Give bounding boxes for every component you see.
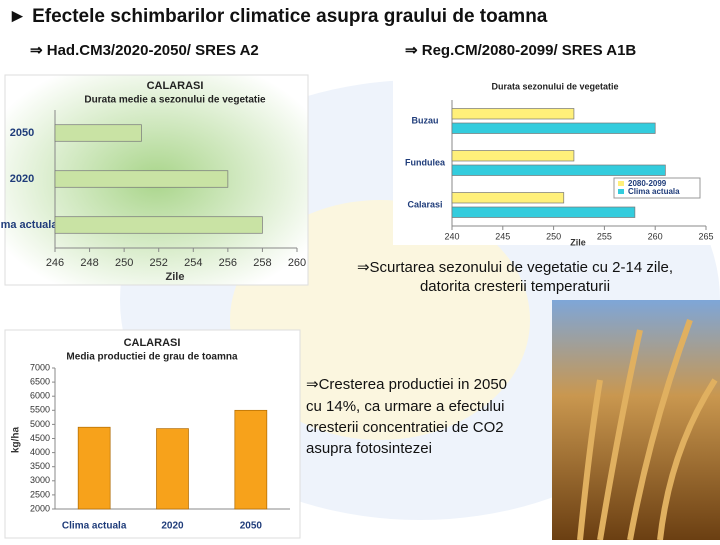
legend-swatch: [618, 181, 624, 186]
note: cu 14%, ca urmare a efectului: [306, 398, 504, 415]
bar: [451, 192, 565, 204]
bar: [451, 164, 666, 176]
x-tick-label: 260: [288, 257, 306, 269]
y-tick-label: 2500: [30, 489, 50, 499]
note: ⇒Cresterea productiei in 2050: [306, 376, 507, 393]
x-axis-label: Zile: [570, 237, 586, 247]
note: cresterii concentratiei de CO2: [306, 419, 504, 436]
wheat-photo: [552, 300, 720, 541]
y-tick-label: 5500: [30, 405, 50, 415]
x-tick-label: 250: [115, 257, 133, 269]
legend-swatch: [618, 189, 624, 194]
category-label: Clima actuala: [62, 521, 127, 532]
chart-subtitle: Media productiei de grau de toamna: [66, 352, 238, 363]
heading: ⇒ Had.CM3/2020-2050/ SRES A2: [30, 42, 259, 59]
x-tick-label: 258: [253, 257, 271, 269]
x-tick-label: 256: [219, 257, 237, 269]
y-tick-label: 6500: [30, 376, 50, 386]
y-tick-label: 3000: [30, 475, 50, 485]
x-tick-label: 246: [46, 257, 64, 269]
x-tick-label: 265: [698, 231, 713, 241]
y-tick-label: 4500: [30, 433, 50, 443]
bar: [54, 124, 142, 142]
category-label: 2050: [10, 127, 34, 139]
legend-label: Clima actuala: [628, 187, 680, 196]
x-tick-label: 255: [597, 231, 612, 241]
x-tick-label: 240: [444, 231, 459, 241]
bar: [54, 170, 229, 188]
x-tick-label: 248: [80, 257, 98, 269]
heading: ⇒ Reg.CM/2080-2099/ SRES A1B: [405, 42, 636, 59]
note: datorita cresterii temperaturii: [420, 278, 610, 295]
bar: [156, 428, 189, 510]
y-tick-label: 3500: [30, 461, 50, 471]
x-tick-label: 245: [495, 231, 510, 241]
y-tick-label: 6000: [30, 391, 50, 401]
legend-label: 2080-2099: [628, 179, 667, 188]
chart-subtitle: Durata medie a sezonului de vegetatie: [84, 95, 266, 106]
chart-title: CALARASI: [147, 80, 204, 92]
y-tick-label: 2000: [30, 503, 50, 513]
slide-title: ► Efectele schimbarilor climatice asupra…: [8, 6, 548, 27]
bar: [451, 150, 575, 162]
note: asupra fotosintezei: [306, 440, 432, 457]
bar: [234, 409, 268, 510]
legend-box: [613, 177, 701, 199]
category-label: Calarasi: [407, 199, 442, 209]
chart-title: Durata sezonului de vegetatie: [491, 81, 618, 91]
y-axis-label: kg/ha: [11, 427, 22, 454]
x-tick-label: 250: [546, 231, 561, 241]
note: ⇒Scurtarea sezonului de vegetatie cu 2-1…: [357, 259, 673, 276]
y-tick-label: 4000: [30, 447, 50, 457]
bar: [77, 426, 111, 510]
category-label: 2020: [161, 521, 184, 532]
category-label: 2020: [10, 173, 34, 185]
category-label: Clima actuala: [0, 219, 58, 231]
x-tick-label: 252: [150, 257, 168, 269]
category-label: 2050: [240, 521, 263, 532]
bar: [54, 216, 263, 234]
bar: [451, 206, 636, 218]
y-tick-label: 7000: [30, 362, 50, 372]
category-label: Buzau: [412, 115, 439, 125]
x-axis-label: Zile: [166, 271, 185, 283]
bar: [451, 122, 656, 134]
category-label: Fundulea: [405, 157, 446, 167]
x-tick-label: 260: [648, 231, 663, 241]
chart-title: CALARASI: [124, 337, 181, 349]
y-tick-label: 5000: [30, 419, 50, 429]
bar: [451, 108, 575, 120]
x-tick-label: 254: [184, 257, 202, 269]
